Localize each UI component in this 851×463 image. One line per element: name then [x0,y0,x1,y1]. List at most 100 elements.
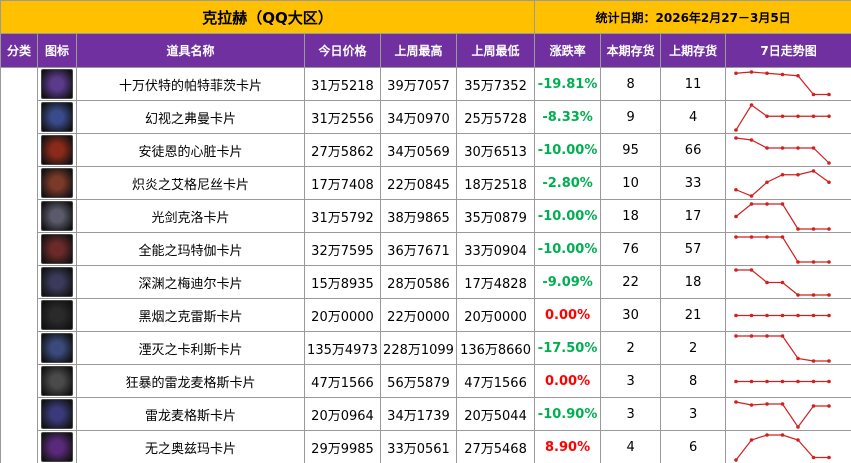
stock-prev: 6 [660,430,727,463]
icon-cell [37,133,77,167]
icon-cell [37,331,77,365]
trend-point [765,313,769,318]
trend-point [811,227,816,231]
item-name: 湮灭之卡利斯卡片 [76,331,305,365]
trend-point [780,202,785,206]
item-price: 17万7408 [304,166,381,200]
data-row: 安徒恩的心脏卡片 27万5862 34万0569 30万6513 -10.00% 95 66 [1,133,851,167]
trend-line [736,137,830,164]
trend-line [735,434,830,461]
change-rate: -19.81% [534,67,602,101]
trend-point [734,136,738,140]
item-high: 36万7671 [380,232,457,266]
trend-point [780,379,785,384]
item-low: 33万0904 [455,232,536,266]
trend-cell [725,397,851,431]
trend-point [780,402,785,406]
column-header: 道具名称 [76,33,305,68]
trend-cell [725,364,851,398]
change-rate: 8.90% [534,430,602,463]
stock-prev: 4 [660,100,727,134]
trend-point [811,92,816,97]
item-high: 33万0561 [380,430,457,463]
trend-point [796,114,800,119]
trend-point [811,260,816,264]
item-name: 雷龙麦格斯卡片 [76,397,305,431]
item-price: 20万0964 [304,397,381,431]
change-rate: -10.00% [534,232,602,266]
item-icon [41,300,73,330]
data-row: 无之奥兹玛卡片 29万9985 33万0561 27万5468 8.90% 4 6 [1,430,851,463]
trend-point [796,425,800,429]
icon-cell [37,67,77,101]
data-row: 十万伏特的帕特菲茨卡片 31万5218 39万7057 35万7352 -19.81% 8… [0,67,851,463]
trend-point [765,202,769,206]
item-high: 228万1099 [380,331,457,365]
trend-point [827,114,831,119]
item-price: 31万5792 [304,199,381,233]
trend-point [749,138,754,142]
item-price: 15万8935 [304,265,381,299]
trend-point [780,334,785,338]
icon-cell [37,265,77,299]
trend-point [749,403,754,407]
column-header: 上周最高 [380,33,457,68]
column-header: 7日走势图 [725,33,851,68]
item-high: 56万5879 [380,364,457,398]
trend-point [734,214,738,219]
data-row: 光剑克洛卡片 31万5792 38万9865 35万0879 -10.00% 18 17 [1,199,851,233]
trend-point [811,146,816,150]
icon-cell [37,199,77,233]
trend-cell [725,67,851,101]
trend-point [780,172,785,177]
icon-cell [37,364,77,398]
trend-point [765,379,769,384]
trend-point [811,404,816,408]
stock-now: 10 [600,166,662,200]
trend-line [735,203,830,230]
item-high: 38万9865 [380,199,457,233]
sparkline [734,400,831,429]
item-low: 47万1566 [455,364,536,398]
column-header: 今日价格 [304,33,381,68]
trend-point [765,180,769,185]
stock-now: 4 [600,430,662,463]
stock-prev: 66 [660,133,727,167]
stock-prev: 17 [660,199,727,233]
trend-point [796,379,800,384]
trend-point [734,313,738,318]
item-low: 136万8660 [455,331,536,365]
sparkline [734,202,831,231]
trend-point [749,268,754,272]
change-rate: 0.00% [534,298,602,332]
icon-cell [37,100,77,134]
trend-point [827,92,831,97]
sparkline [734,103,831,132]
item-icon [41,135,73,165]
trend-point [734,334,738,338]
data-row: 深渊之梅迪尔卡片 15万8935 28万0586 17万4828 -9.09% 22 18 [1,265,851,299]
trend-point [827,313,831,318]
item-name: 十万伏特的帕特菲茨卡片 [76,67,305,101]
item-high: 34万0569 [380,133,457,167]
category-cell [0,67,38,463]
column-header: 分类 [0,33,38,68]
item-price: 29万9985 [304,430,381,463]
trend-point [811,114,816,119]
stock-prev: 8 [660,364,727,398]
column-header: 涨跌率 [534,33,602,68]
item-low: 20万0000 [455,298,536,332]
stock-now: 3 [600,364,662,398]
trend-point [827,161,831,165]
item-name: 黑烟之克雷斯卡片 [76,298,305,332]
trend-point [765,334,769,338]
sparkline [734,433,831,462]
trend-point [780,433,785,437]
trend-point [827,180,831,185]
trend-cell [725,430,851,463]
trend-point [749,438,754,442]
item-name: 全能之玛特伽卡片 [76,232,305,266]
trend-point [780,280,785,285]
change-rate: -17.50% [534,331,602,365]
